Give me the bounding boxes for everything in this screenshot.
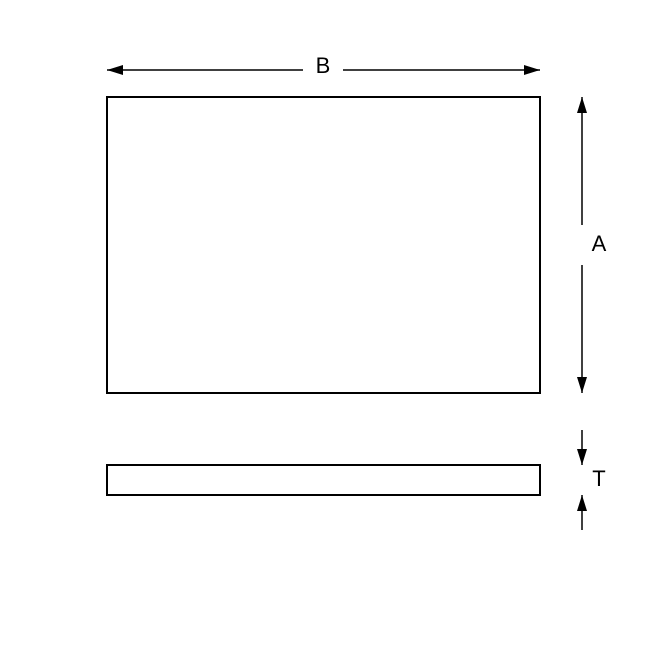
dim-t-label: T — [592, 466, 605, 491]
side-view-rect — [107, 465, 540, 495]
dim-b-label: B — [316, 53, 331, 78]
arrowhead — [577, 97, 587, 113]
arrowhead — [577, 495, 587, 511]
top-view-rect — [107, 97, 540, 393]
dimension-diagram: B A T — [0, 0, 670, 670]
arrowhead — [577, 377, 587, 393]
arrowhead — [524, 65, 540, 75]
dim-a-label: A — [592, 231, 607, 256]
arrowhead — [107, 65, 123, 75]
arrowhead — [577, 449, 587, 465]
